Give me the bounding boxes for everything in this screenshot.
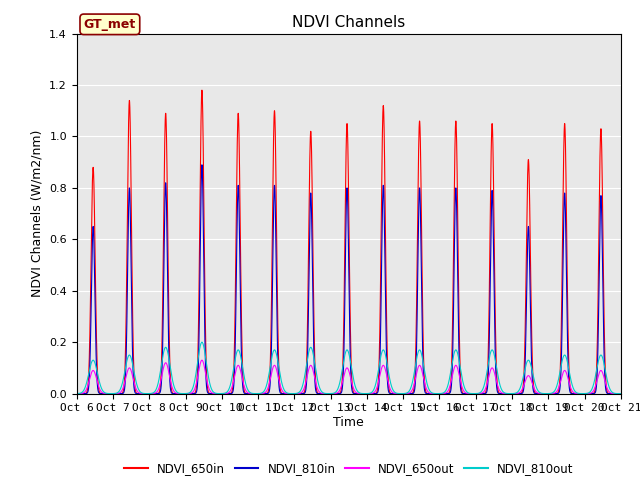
NDVI_650out [424, 389, 431, 395]
NDVI_650in [198, 87, 206, 93]
X-axis label: Time: Time [333, 416, 364, 429]
NDVI_650out [501, 391, 509, 396]
NDVI_650in [276, 388, 284, 394]
Line: NDVI_810out: NDVI_810out [77, 342, 621, 394]
NDVI_650out [184, 391, 191, 396]
NDVI_810in [617, 391, 625, 396]
NDVI_650out [617, 391, 625, 396]
NDVI_650out [189, 389, 197, 395]
NDVI_810in [615, 391, 623, 396]
NDVI_810in [184, 391, 191, 396]
NDVI_650in [189, 391, 197, 396]
Legend: NDVI_650in, NDVI_810in, NDVI_650out, NDVI_810out: NDVI_650in, NDVI_810in, NDVI_650out, NDV… [119, 457, 579, 480]
NDVI_650out [276, 384, 284, 389]
NDVI_650in [424, 391, 431, 396]
NDVI_650out [615, 391, 623, 396]
NDVI_810in [501, 391, 509, 396]
NDVI_810out [189, 384, 197, 390]
Y-axis label: NDVI Channels (W/m2/nm): NDVI Channels (W/m2/nm) [31, 130, 44, 297]
NDVI_650out [73, 391, 81, 396]
NDVI_650in [184, 391, 191, 396]
NDVI_810in [73, 391, 81, 396]
NDVI_810out [501, 390, 509, 396]
NDVI_810in [424, 391, 431, 396]
NDVI_810out [184, 391, 191, 396]
Text: GT_met: GT_met [84, 18, 136, 31]
NDVI_810in [189, 391, 197, 396]
NDVI_650out [198, 357, 206, 363]
NDVI_810out [198, 339, 206, 345]
NDVI_810out [424, 384, 431, 389]
NDVI_650in [501, 391, 509, 396]
NDVI_810out [617, 391, 625, 396]
Line: NDVI_810in: NDVI_810in [77, 165, 621, 394]
NDVI_650in [615, 391, 623, 396]
Line: NDVI_650out: NDVI_650out [77, 360, 621, 394]
NDVI_810in [198, 162, 206, 168]
NDVI_810out [73, 391, 81, 396]
NDVI_650in [617, 391, 625, 396]
NDVI_810out [276, 374, 284, 380]
NDVI_810out [615, 391, 623, 396]
NDVI_810in [276, 390, 284, 396]
Line: NDVI_650in: NDVI_650in [77, 90, 621, 394]
Title: NDVI Channels: NDVI Channels [292, 15, 405, 30]
NDVI_650in [73, 391, 81, 396]
